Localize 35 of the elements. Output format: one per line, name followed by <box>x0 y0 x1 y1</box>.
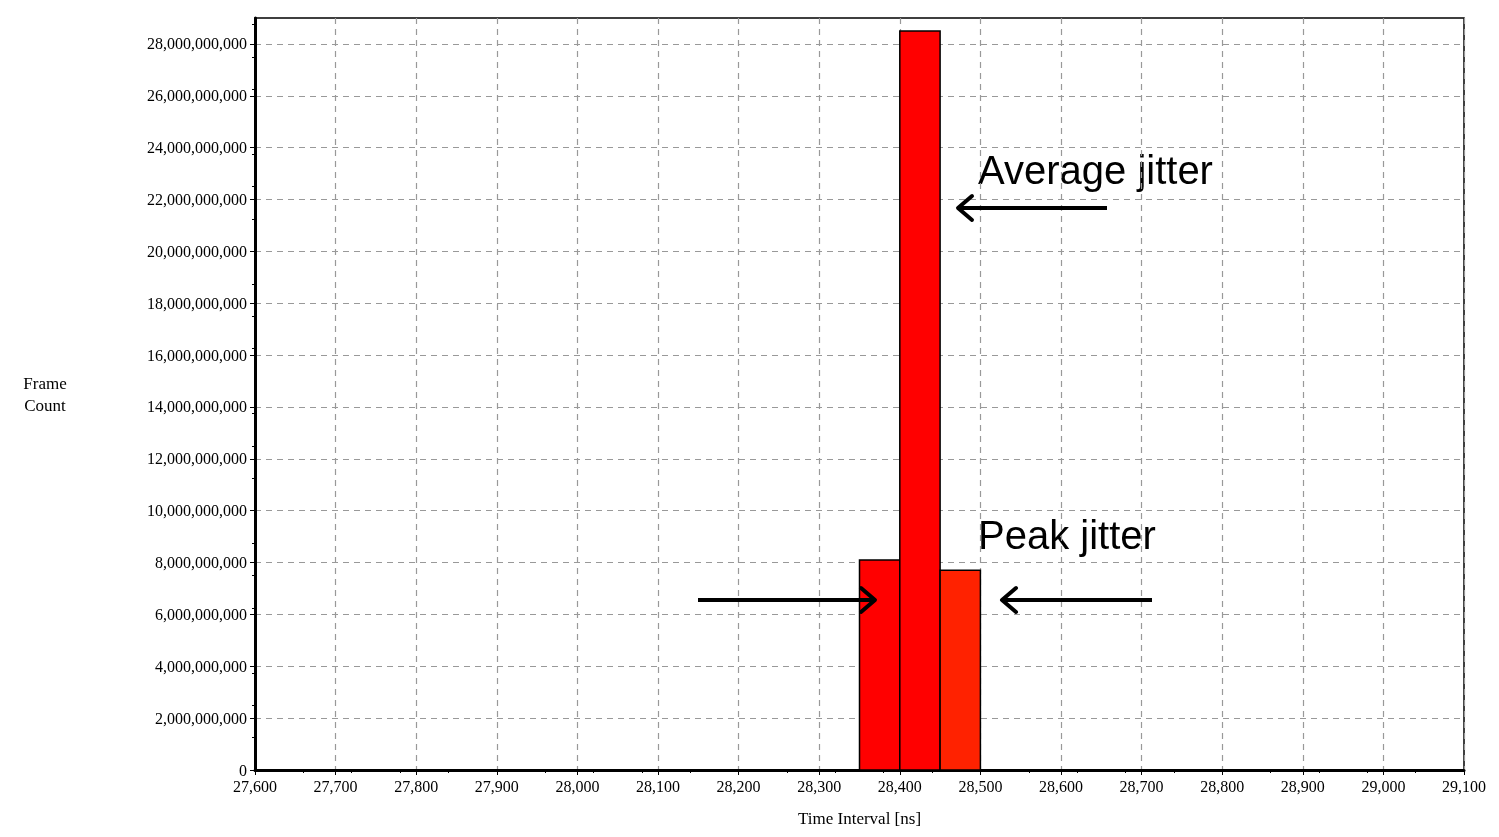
annotation: Peak jitter <box>978 513 1156 557</box>
x-tick-label: 27,800 <box>394 777 439 795</box>
y-tick-label: 28,000,000,000 <box>147 35 247 53</box>
y-tick-label: 18,000,000,000 <box>147 294 247 312</box>
x-tick-label: 28,000 <box>555 777 600 795</box>
y-tick-label: 16,000,000,000 <box>147 346 247 364</box>
y-tick-label: 6,000,000,000 <box>155 605 247 623</box>
x-axis-title: Time Interval [ns] <box>797 809 922 828</box>
x-tick-label: 29,100 <box>1442 777 1486 795</box>
y-tick-label: 22,000,000,000 <box>147 191 247 209</box>
x-tick-label: 27,600 <box>233 777 277 795</box>
x-tick-label: 28,200 <box>716 777 761 795</box>
y-axis-title: Frame Count <box>23 373 67 415</box>
x-tick-label: 28,600 <box>1039 777 1083 795</box>
y-tick-label: 14,000,000,000 <box>147 398 247 416</box>
x-tick-label: 28,900 <box>1280 777 1325 795</box>
y-tick-label: 10,000,000,000 <box>147 502 247 520</box>
annotation: Average jitter <box>978 148 1213 192</box>
x-tick-label: 28,500 <box>958 777 1003 795</box>
x-tick-label: 28,300 <box>797 777 842 795</box>
y-tick-label: 12,000,000,000 <box>147 450 247 468</box>
x-tick-label: 28,700 <box>1119 777 1164 795</box>
x-tick-label: 27,700 <box>313 777 358 795</box>
x-tick-label: 28,100 <box>636 777 680 795</box>
x-tick-label: 27,900 <box>474 777 519 795</box>
x-tick-label: 28,800 <box>1200 777 1245 795</box>
y-tick-label: 0 <box>239 761 247 779</box>
y-tick-label: 4,000,000,000 <box>155 657 247 675</box>
y-tick-label: 26,000,000,000 <box>147 87 247 105</box>
y-tick-label: 2,000,000,000 <box>155 709 247 727</box>
y-tick-label: 20,000,000,000 <box>147 242 247 260</box>
y-tick-label: 24,000,000,000 <box>147 139 247 157</box>
x-tick-label: 28,400 <box>877 777 922 795</box>
y-tick-label: 8,000,000,000 <box>155 554 247 572</box>
x-tick-label: 29,000 <box>1361 777 1406 795</box>
